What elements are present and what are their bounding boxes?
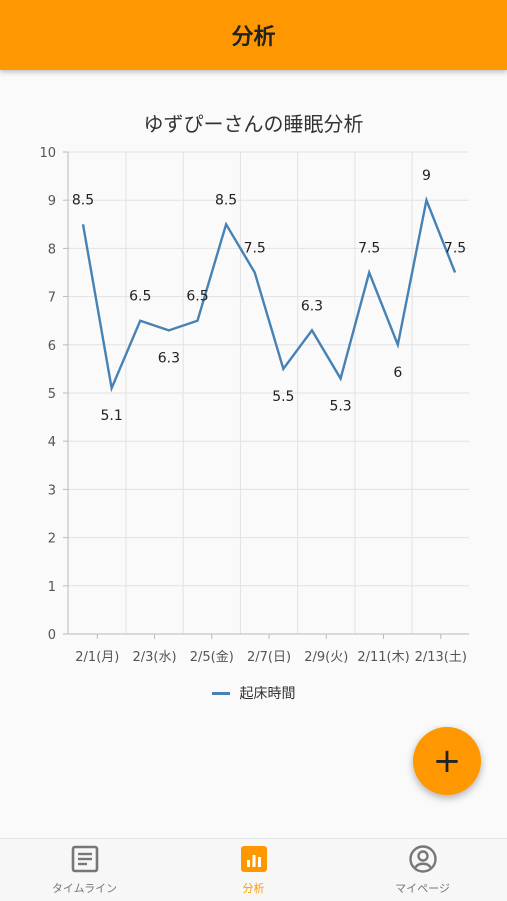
y-tick-label: 8 <box>48 242 56 257</box>
data-label: 6.5 <box>186 289 208 305</box>
y-tick-label: 4 <box>48 435 56 450</box>
data-label: 8.5 <box>215 192 237 208</box>
nav-item-mypage[interactable]: マイページ <box>338 839 507 901</box>
bottom-nav: タイムライン 分析 マイページ <box>0 838 507 901</box>
data-label: 7.5 <box>358 241 380 257</box>
x-tick-label: 2/5(金) <box>190 649 234 665</box>
data-label: 6.3 <box>158 350 180 366</box>
app-bar: 分析 <box>0 0 507 70</box>
nav-label-analysis: 分析 <box>242 882 265 895</box>
add-button[interactable]: + <box>413 727 481 795</box>
analysis-icon <box>240 846 267 872</box>
nav-item-analysis[interactable]: 分析 <box>169 839 338 901</box>
data-label: 5.1 <box>100 408 122 424</box>
y-tick-label: 5 <box>48 387 56 402</box>
nav-label-timeline: タイムライン <box>51 882 118 895</box>
y-tick-label: 9 <box>48 194 56 209</box>
plus-icon: + <box>432 741 462 781</box>
y-tick-label: 10 <box>39 146 56 161</box>
data-label: 8.5 <box>72 192 94 208</box>
y-tick-label: 1 <box>48 580 56 595</box>
series-line-wake-time <box>81 195 457 393</box>
data-label: 7.5 <box>444 241 466 257</box>
data-label: 5.5 <box>272 389 294 405</box>
x-tick-label: 2/13(土) <box>415 650 467 665</box>
data-label: 6.5 <box>129 289 151 305</box>
data-label: 7.5 <box>244 241 266 257</box>
y-tick-label: 3 <box>48 483 56 498</box>
chart-legend: 起床時間 <box>0 683 507 703</box>
legend-swatch <box>211 691 230 695</box>
data-label: 5.3 <box>329 399 351 415</box>
legend-label: 起床時間 <box>239 686 296 702</box>
sleep-chart: 0 1 2 3 4 5 6 7 8 9 10 2/1(月) 2/3(水) 2/5(金) 2/7(日) 2/9(… <box>39 146 469 665</box>
nav-item-timeline[interactable]: タイムライン <box>0 839 169 901</box>
nav-label-mypage: マイページ <box>395 882 450 895</box>
x-tick-label: 2/7(日) <box>247 650 291 665</box>
account-icon <box>408 845 437 873</box>
x-tick-label: 2/9(火) <box>304 650 348 665</box>
y-tick-label: 6 <box>48 339 56 354</box>
x-tick-label: 2/11(木) <box>357 650 409 665</box>
page-title: 分析 <box>231 25 276 50</box>
timeline-icon <box>71 845 98 873</box>
y-tick-label: 0 <box>48 628 56 643</box>
y-tick-label: 7 <box>48 291 56 306</box>
y-tick-label: 2 <box>48 532 56 547</box>
data-label: 9 <box>422 168 431 184</box>
chart-title: ゆずぴーさんの睡眠分析 <box>143 112 364 136</box>
x-tick-label: 2/3(水) <box>133 650 177 665</box>
data-label: 6.3 <box>301 298 323 314</box>
data-label: 6 <box>393 365 402 381</box>
x-tick-label: 2/1(月) <box>75 650 119 665</box>
